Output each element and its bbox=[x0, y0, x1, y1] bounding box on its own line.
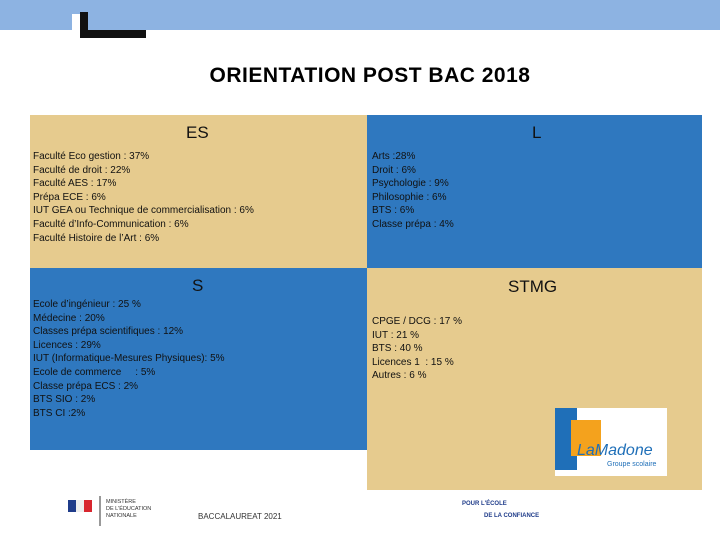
corner-mark bbox=[80, 30, 146, 38]
section-title: ES bbox=[186, 123, 209, 142]
list-item: CPGE / DCG : 17 % bbox=[372, 316, 463, 327]
list-item: BTS SIO : 2% bbox=[33, 394, 96, 406]
logo-subtitle: Groupe scolaire bbox=[607, 461, 657, 468]
section-title: S bbox=[192, 276, 204, 295]
section-title: STMG bbox=[508, 277, 558, 296]
logo-shape bbox=[571, 420, 601, 456]
list-item: Ecole d’ingénieur : 25 % bbox=[33, 299, 141, 310]
section-box bbox=[367, 115, 702, 268]
slogan-line: POUR L'ÉCOLE bbox=[462, 501, 507, 507]
slogan: POUR L'ÉCOLE DE LA CONFIANCE bbox=[462, 498, 539, 522]
item-list: Faculté Eco gestion : 37% Faculté de droi… bbox=[33, 150, 254, 245]
list-item: Licences 1 : 15 % bbox=[372, 356, 454, 368]
list-item: Arts :28% bbox=[372, 151, 416, 162]
list-item: Faculté AES : 17% bbox=[33, 178, 117, 190]
list-item: Faculté d’Info-Communication : 6% bbox=[33, 218, 189, 230]
item-list: Arts :28% Droit : 6% Psychologie : 9% Philo… bbox=[372, 150, 454, 232]
list-item: Droit : 6% bbox=[372, 164, 416, 176]
item-list: Ecole d’ingénieur : 25 % Médecine : 20% Cl… bbox=[33, 298, 225, 420]
list-item: BTS : 40 % bbox=[372, 343, 423, 355]
list-item: Licences : 29% bbox=[33, 339, 101, 351]
list-item: Ecole de commerce : 5% bbox=[33, 366, 156, 378]
corner-mark bbox=[80, 12, 88, 38]
list-item: BTS CI :2% bbox=[33, 407, 86, 419]
ministry-logo: MINISTÈRE DE L'ÉDUCATION NATIONALE bbox=[64, 496, 160, 526]
list-item: Prépa ECE : 6% bbox=[33, 191, 106, 203]
list-item: Classes prépa scientifiques : 12% bbox=[33, 326, 184, 338]
list-item: BTS : 6% bbox=[372, 205, 415, 217]
footer-text: BACCALAUREAT 2021 bbox=[198, 512, 282, 521]
section-title: L bbox=[532, 123, 542, 142]
list-item: Faculté Histoire de l’Art : 6% bbox=[33, 232, 160, 244]
item-list: CPGE / DCG : 17 % IUT : 21 % BTS : 40 % Lic… bbox=[372, 315, 462, 383]
flag bbox=[84, 500, 92, 512]
list-item: Faculté de droit : 22% bbox=[33, 164, 131, 176]
list-item: Classe prépa ECS : 2% bbox=[33, 380, 139, 392]
slogan-line: DE LA CONFIANCE bbox=[484, 513, 540, 519]
corner-mark bbox=[72, 14, 80, 38]
list-item: Psychologie : 9% bbox=[372, 178, 449, 190]
flag bbox=[76, 500, 84, 512]
section-box bbox=[30, 115, 367, 268]
header-bar bbox=[0, 0, 720, 30]
list-item: Philosophie : 6% bbox=[372, 191, 447, 203]
separator bbox=[99, 496, 101, 526]
flag bbox=[68, 500, 76, 512]
list-item: Faculté Eco gestion : 37% bbox=[33, 151, 150, 162]
logo: LaMadone Groupe scolaire bbox=[555, 408, 667, 476]
ministry-line: NATIONALE bbox=[106, 513, 137, 519]
ministry-line: DE L'ÉDUCATION bbox=[106, 506, 152, 512]
list-item: IUT GEA ou Technique de commercialisatio… bbox=[33, 205, 254, 217]
list-item: Médecine : 20% bbox=[33, 312, 105, 324]
list-item: IUT (Informatique-Mesures Physiques): 5% bbox=[33, 353, 225, 365]
logo-name: LaMadone bbox=[577, 442, 653, 459]
list-item: IUT : 21 % bbox=[372, 329, 420, 341]
list-item: Classe prépa : 4% bbox=[372, 218, 454, 230]
section-box bbox=[30, 268, 367, 450]
ministry-line: MINISTÈRE bbox=[106, 499, 136, 505]
ministry-text: MINISTÈRE DE L'ÉDUCATION NATIONALE bbox=[106, 499, 151, 520]
slide-title: ORIENTATION POST BAC 2018 bbox=[209, 64, 531, 87]
list-item: Autres : 6 % bbox=[372, 370, 427, 382]
